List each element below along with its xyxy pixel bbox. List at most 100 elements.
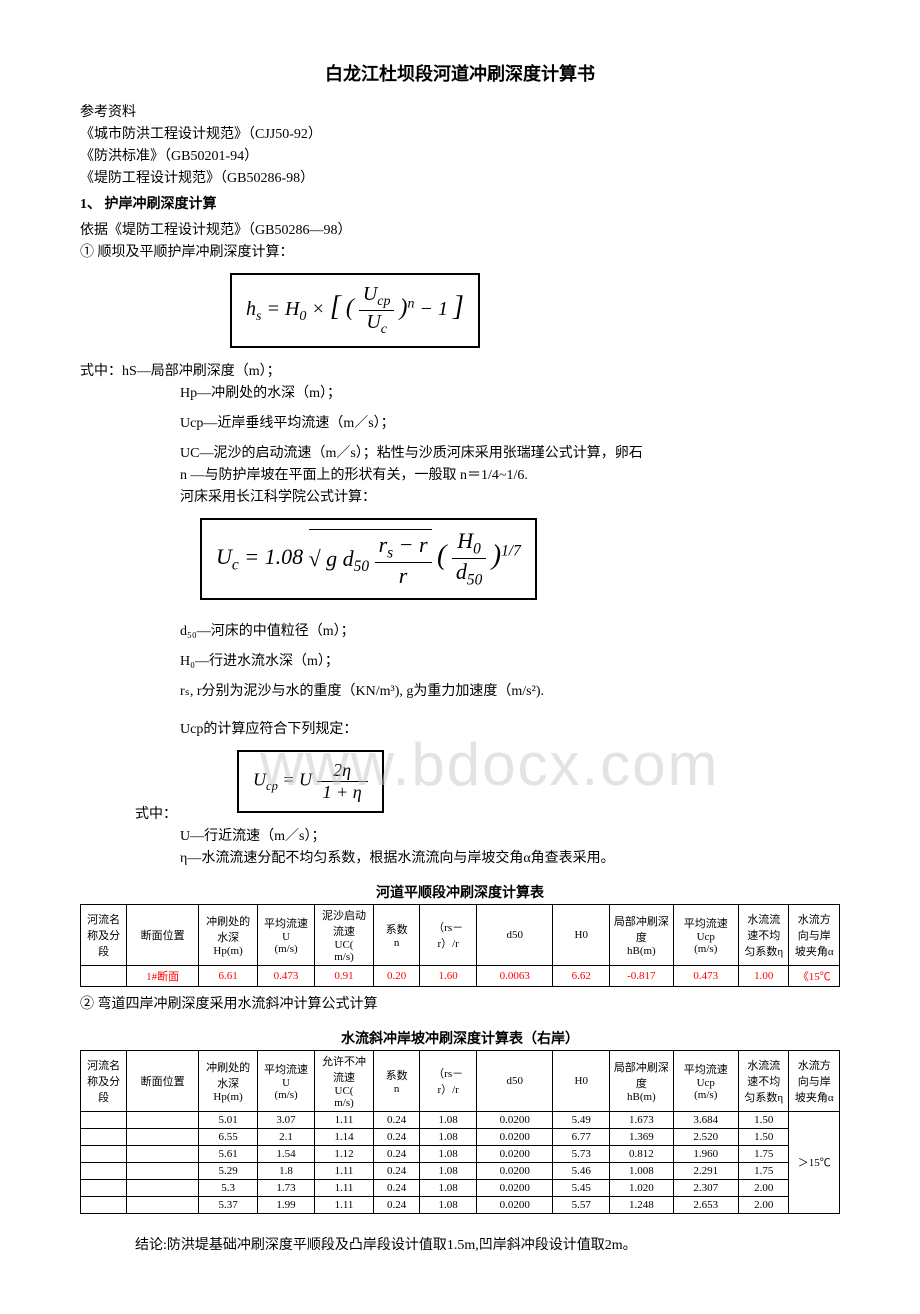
col-header: 局部冲刷深度hB(m) [610, 904, 673, 965]
section-1-basis: 依据《堤防工程设计规范》（GB50286—98） [80, 219, 840, 239]
ref-item: 《堤防工程设计规范》（GB50286-98） [80, 167, 840, 187]
section-1-sub2: ② 弯道四岸冲刷深度采用水流斜冲计算公式计算 [80, 993, 840, 1013]
shizhong-label: 式中： [135, 803, 177, 823]
table-cell: 1.673 [610, 1111, 673, 1128]
col-header: 系数n [374, 904, 420, 965]
section-1-head: 1、 护岸冲刷深度计算 [80, 193, 840, 213]
table-cell: 0.473 [258, 965, 315, 986]
table-cell: 0.473 [673, 965, 738, 986]
table-cell: 1.11 [315, 1111, 374, 1128]
table-cell: 1.75 [739, 1145, 789, 1162]
table-cell: 1.008 [610, 1162, 673, 1179]
col-header: 水流方向与岸坡夹角α [789, 1050, 840, 1111]
ref-item: 《城市防洪工程设计规范》（CJJ50-92） [80, 123, 840, 143]
col-header: H0 [553, 904, 610, 965]
table-cell: -0.817 [610, 965, 673, 986]
def-hs: 式中：hS—局部冲刷深度（m）； [80, 360, 840, 380]
table-cell: 0.0200 [477, 1145, 553, 1162]
table-cell: 1.08 [420, 1111, 477, 1128]
def-n: n —与防护岸坡在平面上的形状有关，一般取 n＝1/4~1/6. [180, 464, 840, 484]
table-cell: 1.14 [315, 1128, 374, 1145]
def-hp: Hp—冲刷处的水深（m）； [180, 382, 840, 402]
table-cell: 1.50 [739, 1128, 789, 1145]
col-header: 冲刷处的水深Hp(m) [199, 1050, 258, 1111]
col-header: 局部冲刷深度hB(m) [610, 1050, 673, 1111]
table-cell: 1.73 [258, 1179, 315, 1196]
table-cell-merged: ＞15℃ [789, 1111, 840, 1213]
def-ucp: Ucp—近岸垂线平均流速（m／s）； [180, 412, 840, 432]
col-header: （rs－r）/r [420, 1050, 477, 1111]
col-header: d50 [477, 904, 553, 965]
formula-ucpn: Ucp = U 2η 1 + η [237, 750, 384, 813]
def-rs: rₛ, r分别为泥沙与水的重度（KN/m³), g为重力加速度（m/s²). [180, 680, 840, 700]
table-cell: 1.960 [673, 1145, 738, 1162]
def-riverbed: 河床采用长江科学院公式计算： [180, 486, 840, 506]
table-cell [81, 1162, 127, 1179]
col-header: （rs－r）/r [420, 904, 477, 965]
table-cell: 0.0063 [477, 965, 553, 986]
table-cell: 1.60 [420, 965, 477, 986]
table-cell [81, 1145, 127, 1162]
table-cell: 5.57 [553, 1196, 610, 1213]
table-cell: 1.020 [610, 1179, 673, 1196]
formula-uc: Uc = 1.08 √ g d50 rs − r r ( H0 d50 )1/7 [200, 518, 537, 600]
table-cell: 0.24 [374, 1111, 420, 1128]
section-1-sub1: ① 顺坝及平顺护岸冲刷深度计算： [80, 241, 840, 261]
table-cell: 1#断面 [127, 965, 199, 986]
table-cell: 5.45 [553, 1179, 610, 1196]
def-d50: d₅₀—河床的中值粒径（m）； [180, 620, 840, 640]
table-cell: 2.520 [673, 1128, 738, 1145]
col-header: 平均流速U(m/s) [258, 904, 315, 965]
col-header: H0 [553, 1050, 610, 1111]
table-cell: 6.77 [553, 1128, 610, 1145]
table-cell [81, 1196, 127, 1213]
table-cell: 0.812 [610, 1145, 673, 1162]
table-cell [81, 1111, 127, 1128]
def-eta: η—水流流速分配不均匀系数，根据水流流向与岸坡交角α角查表采用。 [180, 847, 840, 867]
table-cell: 0.91 [315, 965, 374, 986]
col-header: 断面位置 [127, 1050, 199, 1111]
def-uc: UC—泥沙的启动流速（m／s）；粘性与沙质河床采用张瑞瑾公式计算，卵石 [180, 442, 840, 462]
table-cell: 1.08 [420, 1162, 477, 1179]
table-cell: 1.12 [315, 1145, 374, 1162]
table-cell: 1.99 [258, 1196, 315, 1213]
table-cell: 0.0200 [477, 1111, 553, 1128]
def-h0: H₀—行进水流水深（m）； [180, 650, 840, 670]
table-cell: 3.07 [258, 1111, 315, 1128]
table-cell: 1.11 [315, 1196, 374, 1213]
table-cell: 6.62 [553, 965, 610, 986]
table-cell: 5.29 [199, 1162, 258, 1179]
col-header: 河流名称及分段 [81, 1050, 127, 1111]
col-header: 允许不冲流速UC(m/s) [315, 1050, 374, 1111]
table1-title: 河道平顺段冲刷深度计算表 [80, 882, 840, 902]
table-cell: 1.08 [420, 1196, 477, 1213]
col-header: 系数n [374, 1050, 420, 1111]
table-cell: 0.0200 [477, 1162, 553, 1179]
col-header: d50 [477, 1050, 553, 1111]
table-cell: 1.248 [610, 1196, 673, 1213]
table-cell: 5.3 [199, 1179, 258, 1196]
def-u: U—行近流速（m／s）； [180, 825, 840, 845]
col-header: 河流名称及分段 [81, 904, 127, 965]
table-cell [127, 1196, 199, 1213]
table-cell: 1.08 [420, 1145, 477, 1162]
col-header: 平均流速Ucp(m/s) [673, 904, 738, 965]
table-cell: 1.08 [420, 1179, 477, 1196]
col-header: 水流方向与岸坡夹角α [789, 904, 840, 965]
table-cell: 0.24 [374, 1145, 420, 1162]
table-cell [81, 965, 127, 986]
table-cell: 1.75 [739, 1162, 789, 1179]
table-cell: 0.24 [374, 1196, 420, 1213]
table-cell: 2.653 [673, 1196, 738, 1213]
table-cell: 2.1 [258, 1128, 315, 1145]
table-cell: 0.0200 [477, 1196, 553, 1213]
table-cell: 5.01 [199, 1111, 258, 1128]
table-cell: 6.55 [199, 1128, 258, 1145]
table-cell: 0.24 [374, 1128, 420, 1145]
table-cell: 1.00 [739, 965, 789, 986]
table-cell: 1.50 [739, 1111, 789, 1128]
table-cell [81, 1128, 127, 1145]
table-cell [81, 1179, 127, 1196]
table-cell: 1.08 [420, 1128, 477, 1145]
table-cell: 1.54 [258, 1145, 315, 1162]
